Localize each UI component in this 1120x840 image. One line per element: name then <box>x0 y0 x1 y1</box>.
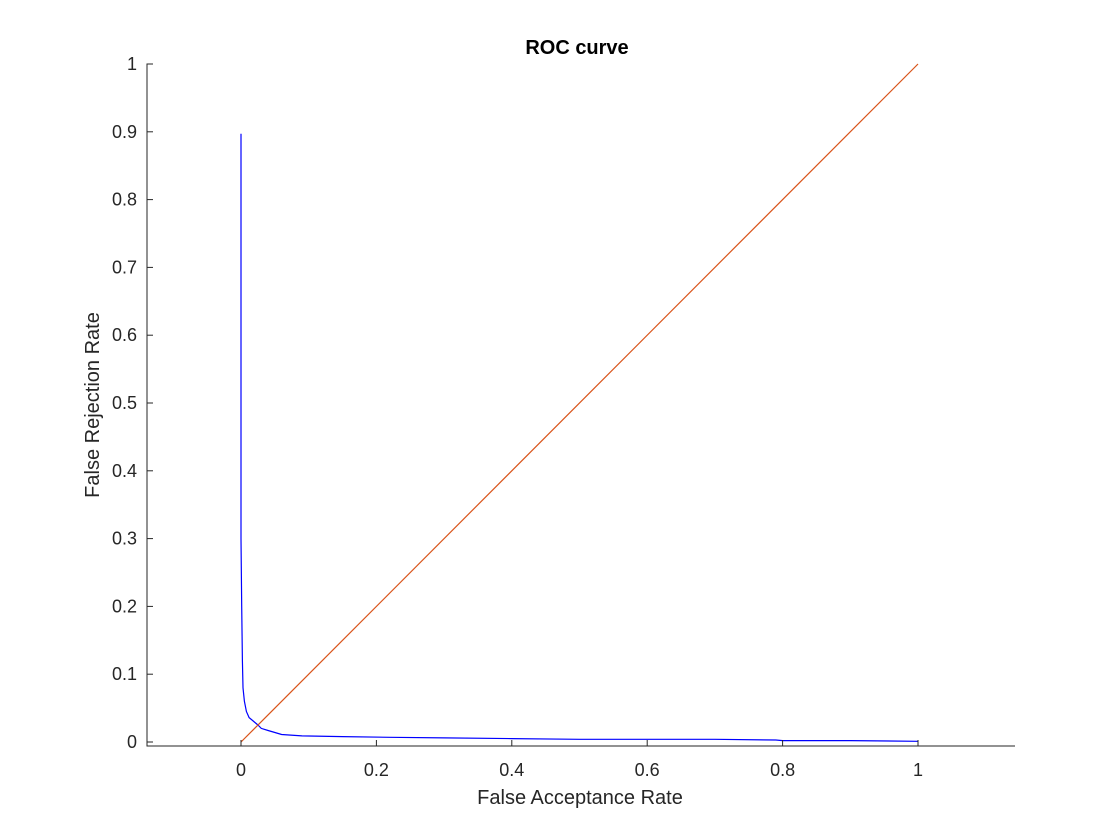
y-tick-label: 0.3 <box>112 529 137 549</box>
y-tick-label: 1 <box>127 54 137 74</box>
x-tick-label: 0 <box>236 760 246 780</box>
x-tick-label: 0.4 <box>499 760 524 780</box>
y-tick-label: 0.2 <box>112 596 137 616</box>
x-tick-label: 1 <box>913 760 923 780</box>
axes-layer <box>146 63 1015 747</box>
diagonal-reference-line <box>240 63 919 743</box>
y-tick-label: 0.4 <box>112 461 137 481</box>
y-axis-line <box>146 63 153 747</box>
y-tick-label: 0.7 <box>112 257 137 277</box>
x-tick-label: 0.8 <box>770 760 795 780</box>
y-tick-label: 0.9 <box>112 122 137 142</box>
y-axis-title: False Rejection Rate <box>82 312 104 498</box>
frr-far-curve <box>240 133 919 742</box>
y-tick-label: 0.5 <box>112 393 137 413</box>
x-tick-label: 0.6 <box>635 760 660 780</box>
x-ticks: 0 0.2 0.4 0.6 0.8 1 <box>236 740 923 780</box>
y-tick-label: 0.1 <box>112 664 137 684</box>
chart-title: ROC curve <box>525 37 628 59</box>
y-tick-label: 0.8 <box>112 190 137 210</box>
x-axis-title: False Acceptance Rate <box>477 787 683 809</box>
y-tick-label: 0 <box>127 732 137 752</box>
y-ticks: 0 0.1 0.2 0.3 0.4 0.5 0.6 0.7 0.8 0.9 1 <box>112 54 153 752</box>
y-tick-label: 0.6 <box>112 325 137 345</box>
series-layer <box>240 63 919 743</box>
x-tick-label: 0.2 <box>364 760 389 780</box>
